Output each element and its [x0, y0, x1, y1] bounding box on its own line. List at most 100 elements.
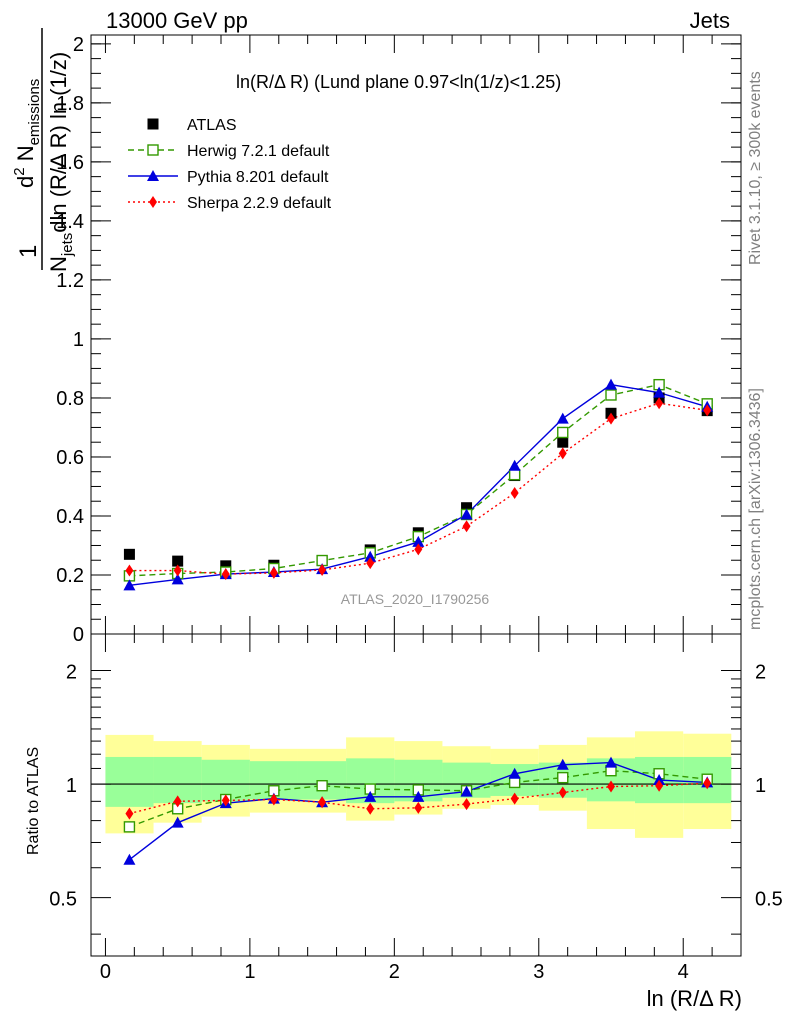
ratio-y-tick-label: 1: [66, 775, 77, 797]
herwig-point: [605, 389, 617, 401]
ratio-band-inner: [105, 756, 154, 807]
pythia-point: [460, 508, 473, 520]
jets-label: Jets: [690, 8, 730, 33]
pythia-point: [508, 459, 521, 471]
legend-atlas-label: ATLAS: [187, 117, 237, 134]
ratio-sherpa-point: [558, 786, 567, 799]
atlas-point: [557, 436, 569, 448]
ratio-axis-ticks: 0.5 0.5 1 1 2 2 0 1 2 3 4: [49, 634, 783, 983]
ratio-sherpa-point: [510, 792, 519, 805]
main-y-axis-label: 1 Njetsdln (R/Δ R) ln (1/z) d2 Nemission…: [11, 28, 76, 272]
ratio-sherpa-point: [462, 798, 471, 811]
atlas-point: [172, 555, 184, 567]
main-y-tick-label: 0.8: [56, 388, 84, 410]
ylabel-njets: N: [46, 256, 71, 272]
ratio-herwig-point: [123, 821, 136, 833]
sherpa-point: [558, 447, 567, 460]
sherpa-point: [318, 563, 327, 576]
ratio-plot-content: [91, 731, 741, 865]
legend-pythia-label: Pythia 8.201 default: [187, 169, 329, 186]
pythia-point: [653, 386, 666, 398]
ratio-panel: 0.5 0.5 1 1 2 2 0 1 2 3 4: [49, 633, 783, 983]
ratio-pythia-point: [556, 758, 569, 770]
sherpa-point: [221, 568, 230, 581]
ratio-herwig-point: [508, 776, 521, 789]
x-axis-label: ln (R/Δ R): [647, 986, 742, 1011]
ratio-y-tick-label-right: 1: [755, 775, 766, 797]
sherpa-point: [462, 520, 471, 533]
legend-atlas-marker: [147, 118, 159, 130]
x-tick-label: 1: [244, 961, 255, 983]
ratio-pythia-point: [171, 816, 184, 828]
main-axis-ticks: 0 0.2 0.4 0.6 0.8 1 1.2 1.4 1.6 1.8 2: [56, 34, 742, 646]
sherpa-point: [655, 397, 664, 410]
x-tick-label: 2: [389, 961, 400, 983]
legend-sherpa-marker: [149, 196, 157, 208]
pythia-point: [123, 579, 136, 591]
legend-pythia-marker: [147, 170, 159, 181]
sherpa-point: [414, 543, 423, 556]
ratio-sherpa-point: [703, 777, 712, 790]
main-y-tick-label: 1.8: [56, 93, 84, 115]
pythia-point: [412, 535, 425, 547]
main-y-tick-label: 0.4: [56, 506, 84, 528]
sherpa-point: [173, 564, 182, 577]
main-y-tick-label: 0.2: [56, 565, 84, 587]
ratio-sherpa-point: [173, 795, 182, 808]
sherpa-point: [703, 404, 712, 417]
ylabel-sup: 2: [11, 167, 28, 175]
atlas-point: [461, 502, 473, 514]
ylabel-n: N: [13, 145, 38, 167]
energy-label: 13000 GeV pp: [106, 8, 248, 33]
ratio-y-tick-label: 2: [66, 662, 77, 684]
ylabel-numerator: d2 Nemissions: [11, 79, 43, 188]
herwig-point: [508, 468, 521, 481]
main-y-tick-label: 0: [73, 624, 84, 646]
ylabel-denominator: Njetsdln (R/Δ R) ln (1/z): [46, 52, 76, 272]
sherpa-point: [125, 564, 134, 577]
ratio-sherpa-point: [414, 801, 423, 814]
ratio-pythia-point: [605, 756, 617, 768]
sherpa-point: [607, 412, 615, 425]
ratio-herwig-point: [557, 771, 569, 784]
main-panel: 0 0.2 0.4 0.6 0.8 1 1.2 1.4 1.6 1.8 2 ln(R/Δ R) (L…: [56, 34, 742, 646]
main-y-tick-label: 1.6: [56, 152, 84, 174]
ratio-pythia-point: [653, 774, 666, 786]
ratio-sherpa-point: [221, 794, 230, 807]
pythia-point: [171, 573, 184, 585]
herwig-point: [557, 426, 569, 439]
x-tick-label: 4: [678, 961, 689, 983]
main-plot-content: [123, 378, 714, 591]
legend-sherpa-label: Sherpa 2.2.9 default: [187, 195, 332, 212]
ylabel-one: 1: [15, 245, 42, 258]
ratio-pythia-point: [460, 785, 473, 797]
ratio-pythia-point: [364, 790, 377, 802]
pythia-point: [556, 412, 569, 424]
x-tick-label: 0: [100, 961, 111, 983]
rivet-label: Rivet 3.1.10, ≥ 300k events: [747, 71, 764, 265]
ratio-pythia-point: [508, 767, 521, 779]
pythia-point: [364, 550, 377, 562]
ratio-pythia-point: [123, 853, 136, 865]
ratio-sherpa-point: [655, 779, 664, 792]
ratio-y-tick-label-right: 0.5: [755, 889, 783, 911]
ratio-sherpa-point: [269, 793, 278, 806]
ratio-plot-frame: [90, 633, 742, 957]
legend-herwig-label: Herwig 7.2.1 default: [187, 143, 330, 160]
main-y-tick-label: 1.2: [56, 270, 84, 292]
sherpa-point: [269, 566, 278, 579]
ylabel-d: d: [13, 176, 38, 188]
ratio-sherpa-point: [366, 802, 375, 815]
ylabel-emissions: emissions: [26, 79, 43, 146]
main-y-tick-label: 1: [73, 329, 84, 351]
ratio-herwig-point: [316, 780, 328, 792]
mcplots-label: mcplots.cern.ch [arXiv:1306.3436]: [747, 388, 764, 630]
atlas-point: [220, 560, 232, 572]
ratio-sherpa-point: [125, 807, 134, 820]
legend-herwig-marker: [147, 144, 159, 156]
ratio-y-tick-label: 0.5: [49, 889, 77, 911]
sherpa-point: [510, 486, 519, 499]
ratio-y-tick-label-right: 2: [755, 662, 766, 684]
x-tick-label: 3: [533, 961, 544, 983]
